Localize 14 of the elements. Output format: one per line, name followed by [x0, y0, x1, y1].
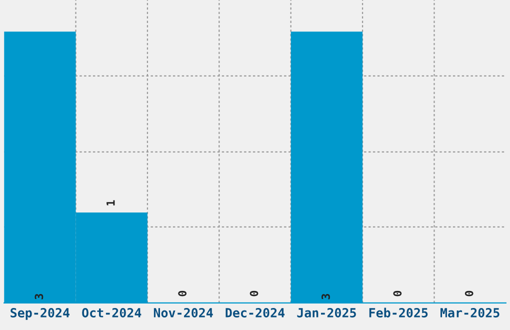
data-label: 1 [106, 200, 115, 206]
x-tick-label: Dec-2024 [226, 308, 285, 318]
data-label: 0 [178, 290, 187, 296]
x-tick-label: Jan-2025 [297, 308, 356, 318]
x-tick-label: Oct-2024 [82, 308, 142, 318]
x-tick-label: Mar-2025 [440, 308, 500, 318]
x-tick-label: Nov-2024 [154, 308, 213, 318]
x-tick-label: Sep-2024 [10, 308, 70, 320]
data-label: 3 [34, 294, 44, 300]
data-label: 3 [322, 294, 330, 300]
x-tick-label: Feb-2025 [369, 308, 428, 318]
data-label: 0 [393, 290, 402, 296]
data-label: 0 [464, 290, 474, 296]
data-label: 0 [250, 290, 258, 296]
